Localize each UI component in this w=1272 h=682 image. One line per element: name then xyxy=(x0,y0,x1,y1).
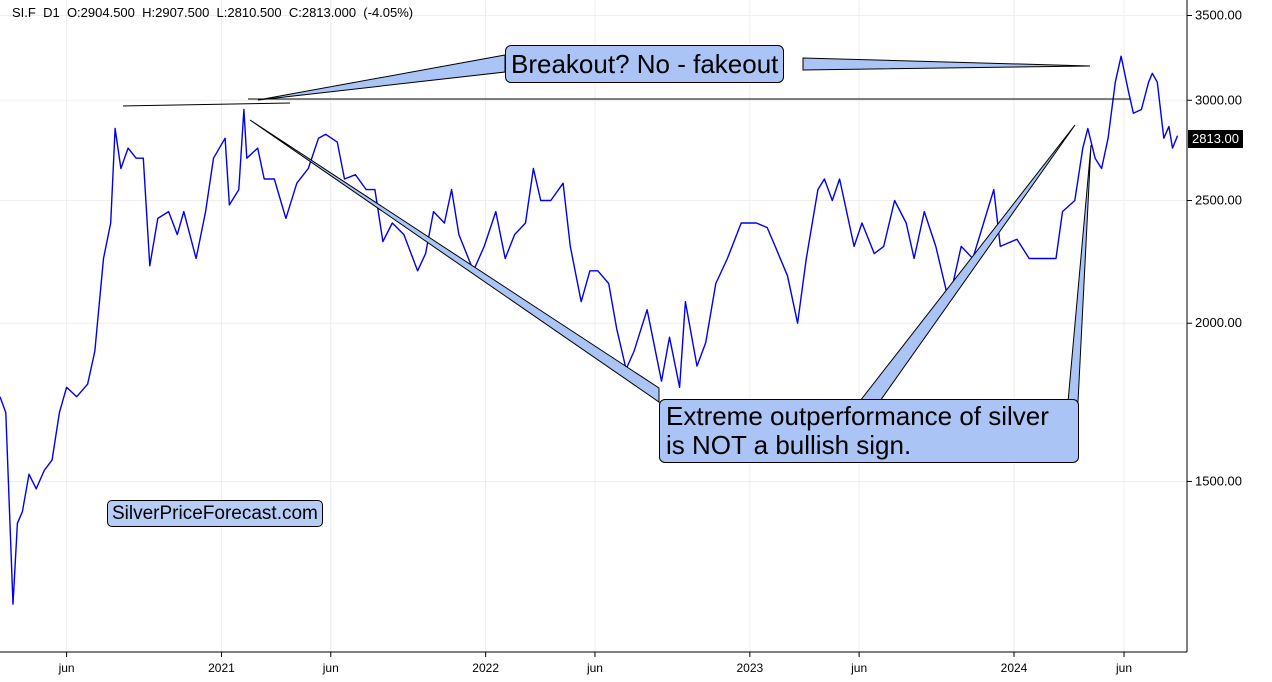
outperf-pointer-mid xyxy=(858,124,1076,402)
y-tick-label: 3500.00 xyxy=(1195,7,1242,22)
last-price-tag: 2813.00 xyxy=(1188,130,1243,148)
x-tick-label: jun xyxy=(58,661,75,675)
interval: D1 xyxy=(43,5,60,20)
series-layer xyxy=(0,55,1179,605)
breakout-callout-pointer-left xyxy=(257,54,506,101)
x-tick-label: 2021 xyxy=(208,661,235,675)
outperformance-callout: Extreme outperformance of silver is NOT … xyxy=(659,399,1079,463)
x-tick-label: jun xyxy=(1115,661,1132,675)
x-tick-label: 2024 xyxy=(1001,661,1028,675)
x-tick-label: jun xyxy=(322,661,339,675)
ohlc-values: O:2904.500 H:2907.500 L:2810.500 C:2813.… xyxy=(66,5,414,20)
resistance-line-2020 xyxy=(122,102,291,107)
x-tick-label: jun xyxy=(586,661,603,675)
breakout-callout: Breakout? No - fakeout xyxy=(505,45,785,83)
y-tick-label: 3000.00 xyxy=(1195,92,1242,107)
y-tick-label: 2000.00 xyxy=(1195,315,1242,330)
symbol: SI.F xyxy=(12,5,36,20)
x-tick-label: jun xyxy=(850,661,867,675)
annotation-lines xyxy=(122,54,1130,403)
y-tick-label: 1500.00 xyxy=(1195,473,1242,488)
symbol-header: SI.F D1 O:2904.500 H:2907.500 L:2810.500… xyxy=(12,5,413,20)
y-tick-label: 2500.00 xyxy=(1195,193,1242,208)
outperformance-line-1: Extreme outperformance of silver xyxy=(666,401,1049,431)
axis-layer: 3500.00 3000.00 2500.00 2000.00 1500.00 jun 20… xyxy=(0,0,1242,675)
outperf-pointer-left xyxy=(249,119,660,403)
breakout-callout-pointer-right xyxy=(802,57,1091,71)
x-tick-label: 2023 xyxy=(736,661,763,675)
silver-price-series-line xyxy=(0,55,1179,605)
x-tick-label: 2022 xyxy=(472,661,499,675)
outperformance-line-2: is NOT a bullish sign. xyxy=(666,430,912,460)
grid-layer xyxy=(0,0,1187,652)
outperf-pointer-right xyxy=(1067,144,1092,403)
watermark-label: SilverPriceForecast.com xyxy=(107,500,323,527)
